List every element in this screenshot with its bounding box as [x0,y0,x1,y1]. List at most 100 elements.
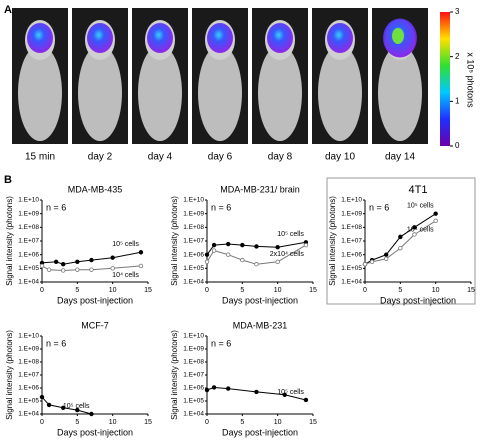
x-tick-label: 5 [75,287,79,294]
y-tick-label: 1.E+07 [183,372,204,379]
data-point [46,267,52,272]
image-label: day 8 [268,152,293,163]
y-tick-label: 1.E+05 [18,265,39,272]
x-axis-label: Days post-injection [57,427,133,437]
data-point [254,262,259,267]
y-tick-label: 1.E+06 [183,251,204,258]
y-tick-label: 1.E+08 [183,224,204,231]
y-tick-label: 1.E+09 [183,210,204,217]
y-tick-label: 1.E+05 [183,265,204,272]
data-point [225,241,231,247]
image-label: 15 min [25,152,55,163]
image-label: day 6 [208,152,233,163]
y-tick-label: 1.E+08 [341,224,362,231]
data-point [369,259,375,265]
data-point [211,248,217,253]
data-point [282,392,287,397]
y-tick-label: 1.E+04 [183,279,204,286]
data-point [138,263,144,269]
x-axis-label: Days post-injection [57,295,133,305]
x-axis-label: Days post-injection [222,295,298,305]
y-tick-label: 1.E+07 [183,238,204,245]
n-label: n = 6 [46,338,66,348]
chart-title: MDA-MB-231/ brain [220,184,300,194]
data-point [384,256,389,261]
x-tick-label: 5 [398,287,402,294]
data-point [75,407,80,413]
y-tick-label: 1.E+08 [18,224,39,231]
data-point [39,263,45,269]
y-tick-label: 1.E+07 [341,238,362,245]
x-tick-label: 15 [144,287,152,294]
x-tick-label: 15 [309,419,317,426]
mouse-body [318,45,362,141]
mouse-body [378,45,422,141]
series-label: 10⁵ cells [112,241,139,248]
x-tick-label: 0 [40,419,44,426]
image-label: day 10 [325,152,355,163]
y-axis-label: Signal intensity (photons) [328,196,337,286]
y-tick-label: 1.E+09 [18,346,39,353]
y-tick-label: 1.E+10 [18,197,39,204]
n-label: n = 6 [369,202,389,212]
chart-title: MCF-7 [81,320,109,330]
y-axis-label: Signal intensity (photons) [170,196,179,286]
data-point [275,245,280,250]
data-point [398,245,403,251]
data-point [204,259,210,265]
data-point [110,266,115,271]
mouse-body [78,45,122,141]
data-point [61,262,66,267]
x-tick-label: 5 [240,419,244,426]
y-tick-label: 1.E+10 [341,197,362,204]
data-point [412,225,417,230]
data-point [211,385,217,390]
data-point [275,259,280,265]
y-tick-label: 1.E+10 [183,197,204,204]
data-point [398,234,403,240]
x-tick-label: 10 [109,419,117,426]
plot-frame [326,177,476,305]
mouse-body [18,45,62,141]
y-tick-label: 1.E+06 [18,251,39,258]
data-point [138,250,144,255]
series-label: 10⁵ cells [63,403,90,410]
y-tick-label: 1.E+10 [183,333,204,340]
x-tick-label: 10 [109,287,117,294]
signal-blob [147,23,173,53]
series-label: 10⁵ cells [277,231,304,238]
y-tick-label: 1.E+06 [18,385,39,392]
mouse-body [258,45,302,141]
chart-title: MDA-MB-231 [233,320,288,330]
signal-blob [87,23,113,53]
chart-title: 4T1 [409,184,428,196]
data-point [240,242,245,248]
data-point [254,244,259,249]
x-tick-label: 15 [144,419,152,426]
series-label: 2x10⁴ cells [270,251,305,258]
n-label: n = 6 [46,202,66,212]
data-point [433,211,438,216]
x-tick-label: 0 [205,287,209,294]
y-tick-label: 1.E+09 [18,210,39,217]
data-point [303,397,309,403]
data-point [39,394,45,400]
y-tick-label: 1.E+06 [341,251,362,258]
data-point [204,387,210,393]
x-tick-label: 15 [309,287,317,294]
y-tick-label: 1.E+07 [18,372,39,379]
data-point [61,268,66,273]
data-point [61,405,66,410]
data-point [53,259,59,265]
x-tick-label: 10 [274,287,282,294]
data-point [303,242,309,248]
y-tick-label: 1.E+06 [183,385,204,392]
data-point [433,218,438,224]
image-label: day 2 [88,152,113,163]
y-tick-label: 1.E+08 [18,359,39,366]
signal-hot [392,28,404,44]
data-point [384,252,389,257]
x-tick-label: 10 [274,419,282,426]
data-point [362,262,368,267]
